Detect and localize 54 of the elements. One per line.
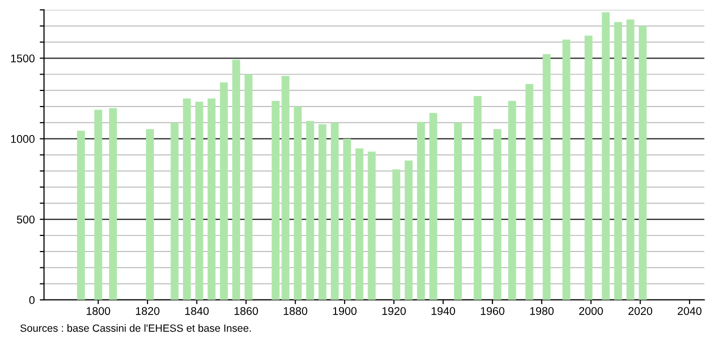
bar <box>542 54 551 300</box>
bar <box>208 98 216 300</box>
x-tick-label: 1840 <box>185 307 209 315</box>
bar <box>170 122 179 300</box>
bar <box>109 108 117 300</box>
bar <box>355 148 364 300</box>
x-tick-label: 1900 <box>333 307 357 315</box>
source-note: Sources : base Cassini de l'EHESS et base Insee. <box>20 324 251 332</box>
bar <box>614 22 622 300</box>
bar <box>626 20 634 300</box>
bar <box>602 12 610 300</box>
bar <box>584 36 592 300</box>
bar <box>318 124 326 300</box>
bar <box>508 100 516 300</box>
y-tick-label: 1000 <box>11 135 35 143</box>
x-tick-label: 1980 <box>530 307 554 315</box>
bar <box>368 152 376 300</box>
bar <box>244 74 252 300</box>
y-tick-label: 500 <box>16 216 35 224</box>
x-tick-label: 1820 <box>136 307 160 315</box>
bar <box>272 100 280 300</box>
bar <box>330 122 339 300</box>
bar <box>343 138 352 300</box>
x-tick-label: 2040 <box>678 307 702 315</box>
bar <box>417 122 425 300</box>
bar <box>146 129 154 300</box>
x-tick-label: 1860 <box>234 307 258 315</box>
bar <box>232 60 240 300</box>
x-tick-label: 1920 <box>382 307 406 315</box>
x-tick-label: 1800 <box>86 307 110 315</box>
bar <box>404 160 413 300</box>
x-tick-label: 1960 <box>480 307 504 315</box>
bar <box>493 129 502 300</box>
x-tick-label: 2020 <box>628 307 652 315</box>
bar <box>294 106 302 300</box>
x-tick-label: 1940 <box>432 307 456 315</box>
bar <box>77 130 85 300</box>
x-tick-label: 2000 <box>579 307 603 315</box>
bar <box>562 40 570 300</box>
bar <box>182 98 191 300</box>
bar <box>429 112 438 300</box>
bar <box>474 96 482 300</box>
bar <box>195 102 204 300</box>
x-tick-label: 1880 <box>284 307 308 315</box>
bar <box>392 169 400 300</box>
bar <box>638 26 647 300</box>
bar <box>306 121 314 300</box>
bar <box>282 76 290 300</box>
y-tick-label: 1500 <box>11 54 35 62</box>
y-tick-label: 0 <box>29 296 35 304</box>
bar <box>454 122 462 300</box>
bar <box>525 84 534 300</box>
bar <box>220 82 228 300</box>
bar <box>94 110 102 300</box>
